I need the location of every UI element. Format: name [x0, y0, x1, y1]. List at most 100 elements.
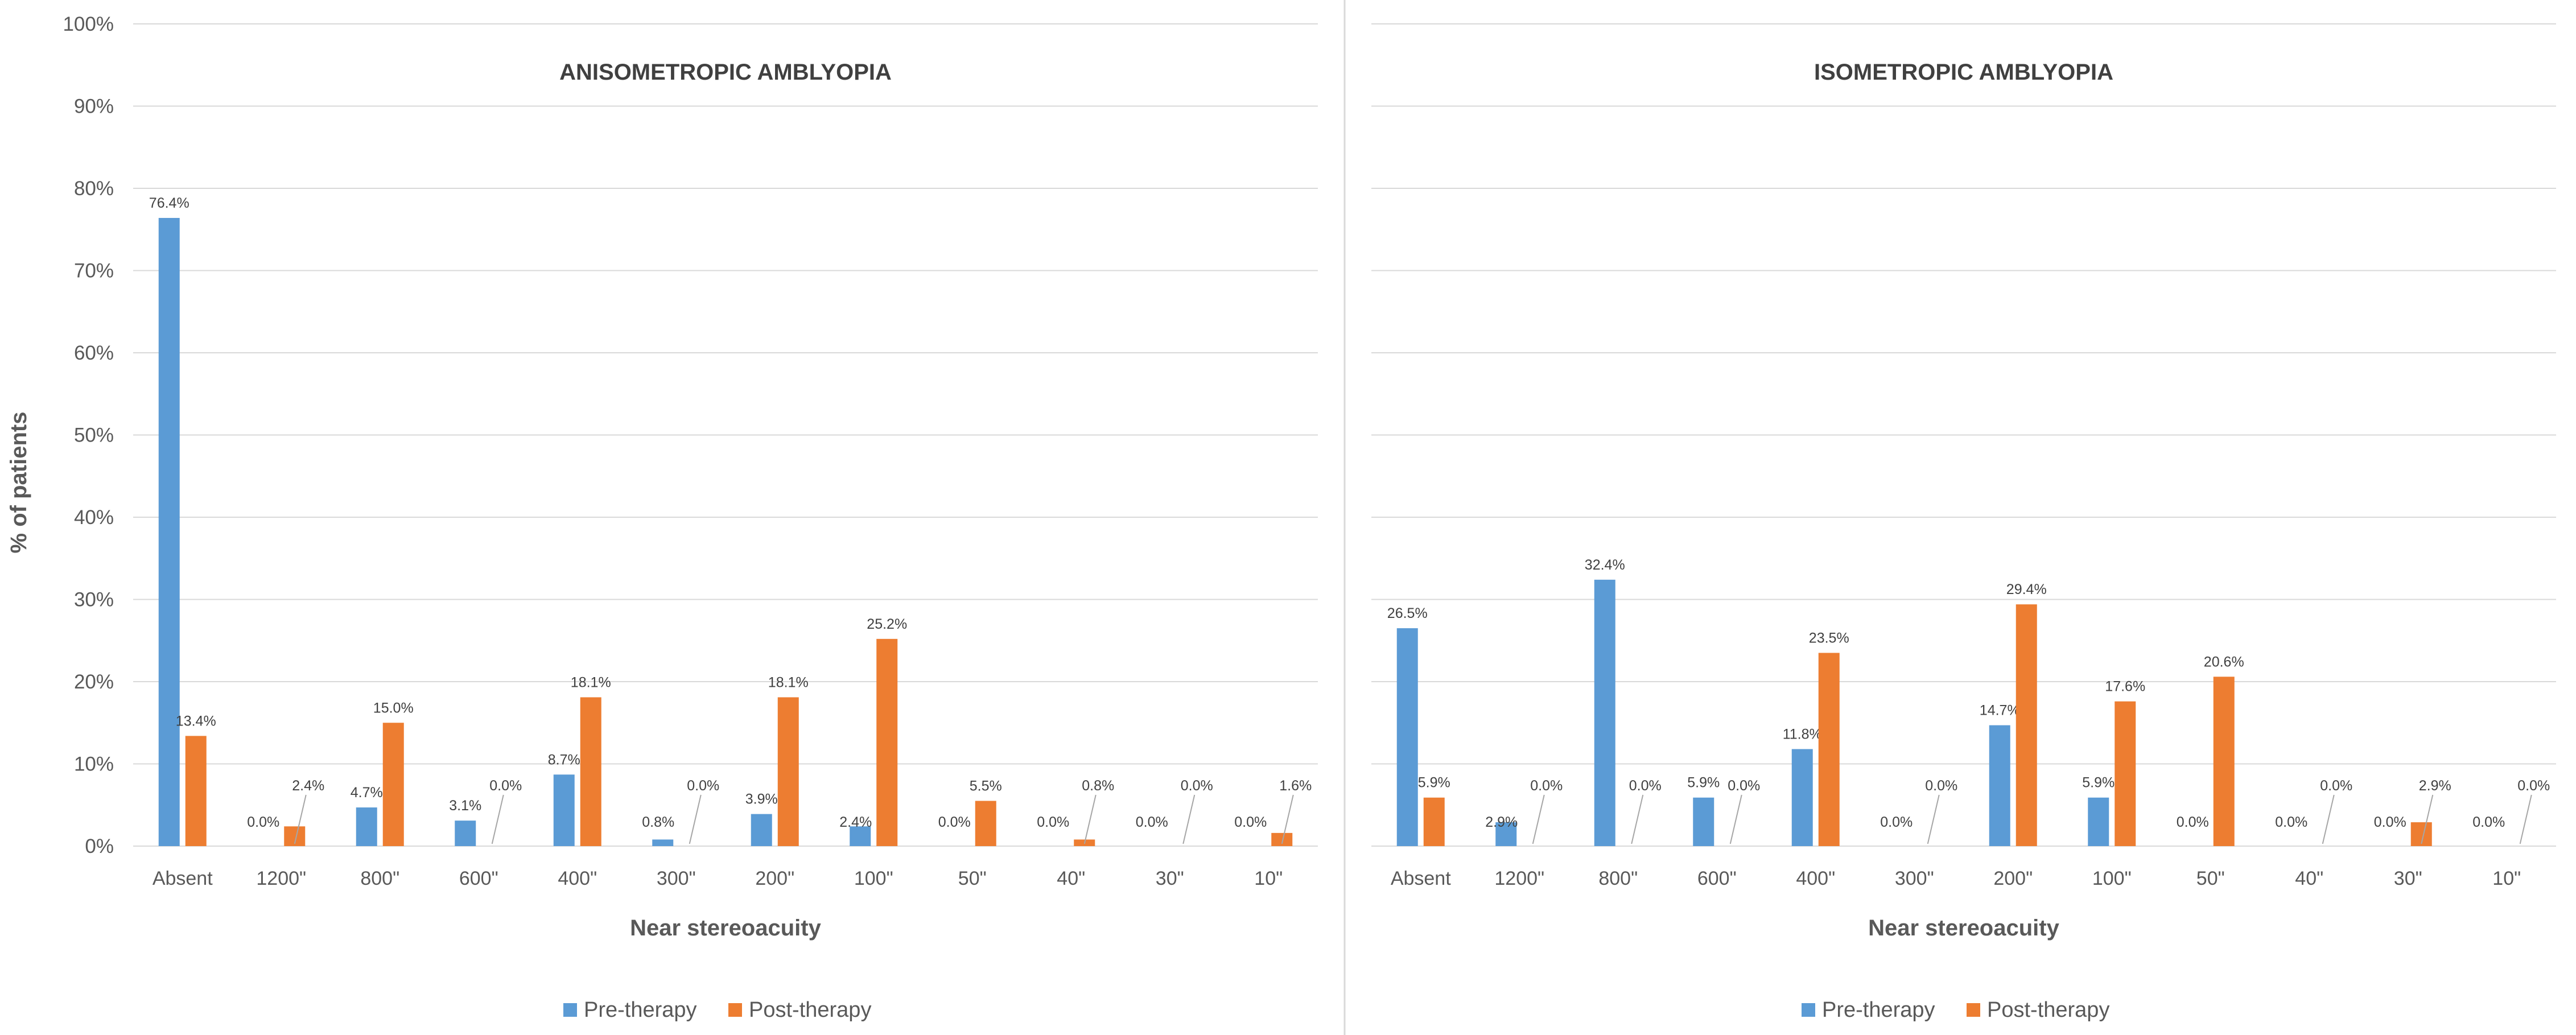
leader-line	[1631, 794, 1644, 844]
y-tick-label: 20%	[74, 671, 114, 693]
x-tick-label: 800"	[360, 868, 399, 889]
data-label: 0.0%	[1136, 814, 1168, 830]
data-label: 0.0%	[1728, 778, 1760, 794]
x-tick-label: 50"	[2196, 868, 2225, 889]
bar-post-therapy	[580, 697, 601, 846]
bar-post-therapy	[382, 723, 404, 846]
x-axis-title: Near stereoacuity	[630, 916, 821, 941]
leader-line	[1281, 794, 1294, 844]
y-tick-label: 30%	[74, 589, 114, 611]
bar-pre-therapy	[1594, 579, 1615, 846]
bar-pre-therapy	[1693, 797, 1714, 846]
data-label: 23.5%	[1809, 630, 1849, 646]
data-label: 0.0%	[2374, 814, 2406, 830]
bar-post-therapy	[1818, 653, 1840, 846]
x-tick-label: 10"	[1254, 868, 1283, 889]
y-tick-label: 90%	[74, 96, 114, 118]
data-label: 2.9%	[2419, 778, 2451, 794]
data-label: 0.0%	[2320, 778, 2352, 794]
bar-post-therapy	[1271, 832, 1293, 846]
x-tick-label: 200"	[1993, 868, 2033, 889]
x-tick-label: Absent	[1391, 868, 1451, 889]
x-tick-label: 30"	[1156, 868, 1184, 889]
data-label: 0.0%	[1629, 778, 1662, 794]
data-label: 0.0%	[1530, 778, 1563, 794]
leader-line	[1532, 794, 1545, 844]
bar-pre-therapy	[455, 820, 476, 846]
x-tick-label: 10"	[2492, 868, 2521, 889]
data-label: 0.0%	[1925, 778, 1957, 794]
bar-post-therapy	[2016, 604, 2037, 846]
data-label: 2.9%	[1485, 814, 1518, 830]
data-label: 0.0%	[2177, 814, 2209, 830]
data-label: 0.0%	[1037, 814, 1069, 830]
x-tick-label: 400"	[1796, 868, 1835, 889]
bar-pre-therapy	[553, 774, 575, 846]
bar-pre-therapy	[751, 814, 772, 846]
x-tick-label: 1200"	[256, 868, 306, 889]
data-label: 32.4%	[1585, 557, 1625, 573]
chart-panel-anisometropic: 0% 10% 20% 30% 40% 50% 60% 70% 80% 90% 100% ANISOME…	[63, 13, 1318, 1022]
chart-title: ANISOMETROPIC AMBLYOPIA	[559, 60, 892, 85]
bar-pre-therapy	[1989, 725, 2010, 846]
bar-pre-therapy	[2088, 797, 2109, 846]
legend-swatch-pre-therapy	[1802, 1003, 1815, 1017]
data-label: 26.5%	[1387, 605, 1428, 621]
x-tick-label: 30"	[2394, 868, 2422, 889]
leader-line	[2322, 794, 2335, 844]
data-label: 4.7%	[351, 785, 383, 801]
data-label: 0.8%	[642, 814, 674, 830]
data-label: 0.0%	[2472, 814, 2505, 830]
bar-post-therapy	[2213, 677, 2235, 846]
data-label: 14.7%	[1980, 703, 2020, 719]
data-label: 20.6%	[2204, 654, 2244, 670]
x-tick-label: 300"	[1895, 868, 1934, 889]
bar-pre-therapy	[850, 826, 871, 846]
data-label: 5.9%	[1687, 775, 1720, 791]
y-tick-label: 70%	[74, 260, 114, 282]
data-label: 5.5%	[970, 778, 1002, 794]
data-label: 2.4%	[292, 778, 324, 794]
leader-line	[1182, 794, 1196, 844]
data-label: 76.4%	[149, 195, 189, 211]
legend-label-pre-therapy: Pre-therapy	[584, 998, 697, 1022]
data-label: 13.4%	[176, 713, 216, 729]
chart-title: ISOMETROPIC AMBLYOPIA	[1814, 60, 2113, 85]
bar-pre-therapy	[1495, 822, 1517, 846]
x-tick-label: 300"	[657, 868, 696, 889]
leader-line	[491, 794, 504, 844]
data-label: 2.4%	[839, 814, 872, 830]
data-label: 29.4%	[2006, 582, 2047, 597]
y-tick-label: 80%	[74, 178, 114, 200]
data-label: 15.0%	[373, 700, 414, 716]
x-tick-label: 50"	[958, 868, 987, 889]
legend-swatch-post-therapy	[728, 1003, 742, 1017]
x-tick-label: 200"	[755, 868, 794, 889]
bar-pre-therapy	[356, 807, 377, 846]
legend-swatch-pre-therapy	[563, 1003, 577, 1017]
data-label: 0.0%	[489, 778, 522, 794]
leader-line	[1083, 794, 1097, 844]
x-tick-label: 40"	[2295, 868, 2323, 889]
bar-post-therapy	[2115, 701, 2136, 846]
legend-swatch-post-therapy	[1967, 1003, 1980, 1017]
y-tick-label: 40%	[74, 506, 114, 529]
data-label: 0.0%	[1880, 814, 1913, 830]
data-label: 0.0%	[2517, 778, 2550, 794]
x-tick-label: 600"	[459, 868, 498, 889]
data-label: 5.9%	[2082, 775, 2115, 791]
data-label: 0.0%	[687, 778, 719, 794]
x-tick-label: 400"	[558, 868, 597, 889]
y-tick-label: 0%	[85, 835, 114, 857]
data-label: 0.0%	[1181, 778, 1213, 794]
data-label: 0.0%	[247, 814, 279, 830]
legend-label-pre-therapy: Pre-therapy	[1822, 998, 1935, 1022]
leader-line	[2519, 794, 2532, 844]
bar-pre-therapy	[158, 218, 180, 846]
x-tick-label: 100"	[2092, 868, 2132, 889]
bar-post-therapy	[777, 697, 799, 846]
data-label: 18.1%	[571, 674, 611, 690]
data-label: 1.6%	[1279, 778, 1312, 794]
x-tick-label: 1200"	[1494, 868, 1544, 889]
